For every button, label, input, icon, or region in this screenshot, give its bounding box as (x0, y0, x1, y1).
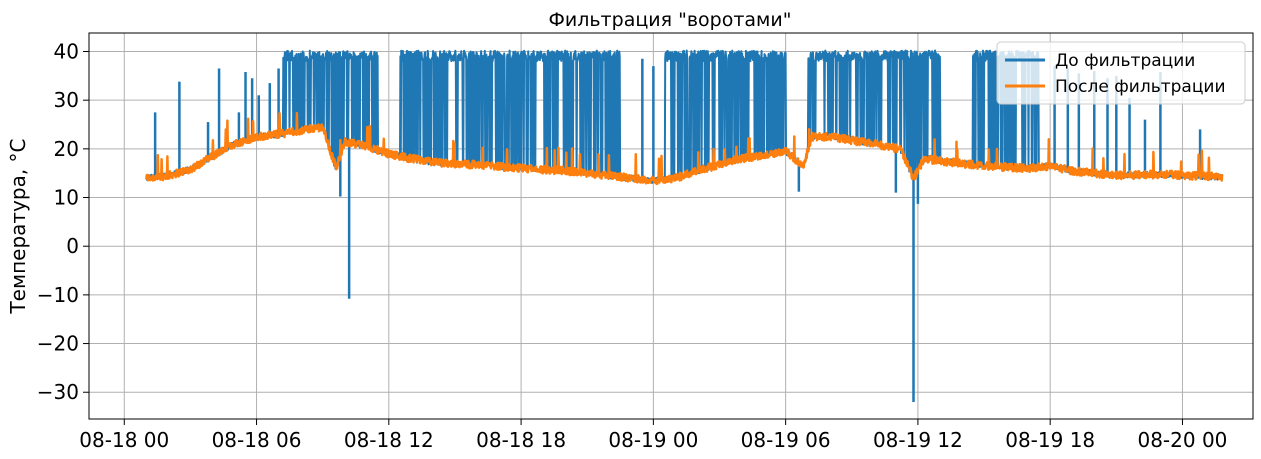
x-tick-label: 08-19 12 (873, 428, 963, 452)
x-tick-label: 08-19 00 (608, 428, 698, 452)
y-tick-label: 20 (54, 137, 79, 161)
x-tick-label: 08-18 12 (344, 428, 434, 452)
y-tick-label: −20 (37, 332, 79, 356)
x-tick-label: 08-18 00 (79, 428, 169, 452)
x-tick-label: 08-18 06 (212, 428, 302, 452)
chart-title: Фильтрация "воротами" (549, 9, 792, 31)
y-tick-label: 0 (66, 234, 79, 258)
x-tick-label: 08-18 18 (476, 428, 566, 452)
x-tick-label: 08-19 18 (1005, 428, 1095, 452)
legend: До фильтрации После фильтрации (997, 42, 1245, 104)
y-tick-label: 40 (54, 39, 79, 63)
y-tick-label: −10 (37, 283, 79, 307)
legend-label-before: До фильтрации (1055, 51, 1195, 71)
y-tick-label: 10 (54, 186, 79, 210)
legend-label-after: После фильтрации (1055, 77, 1226, 97)
y-axis-label: Температура, °C (6, 138, 30, 314)
y-tick-label: −30 (37, 380, 79, 404)
y-tick-label: 30 (54, 88, 79, 112)
x-tick-label: 08-19 06 (741, 428, 831, 452)
x-tick-label: 08-20 00 (1137, 428, 1227, 452)
